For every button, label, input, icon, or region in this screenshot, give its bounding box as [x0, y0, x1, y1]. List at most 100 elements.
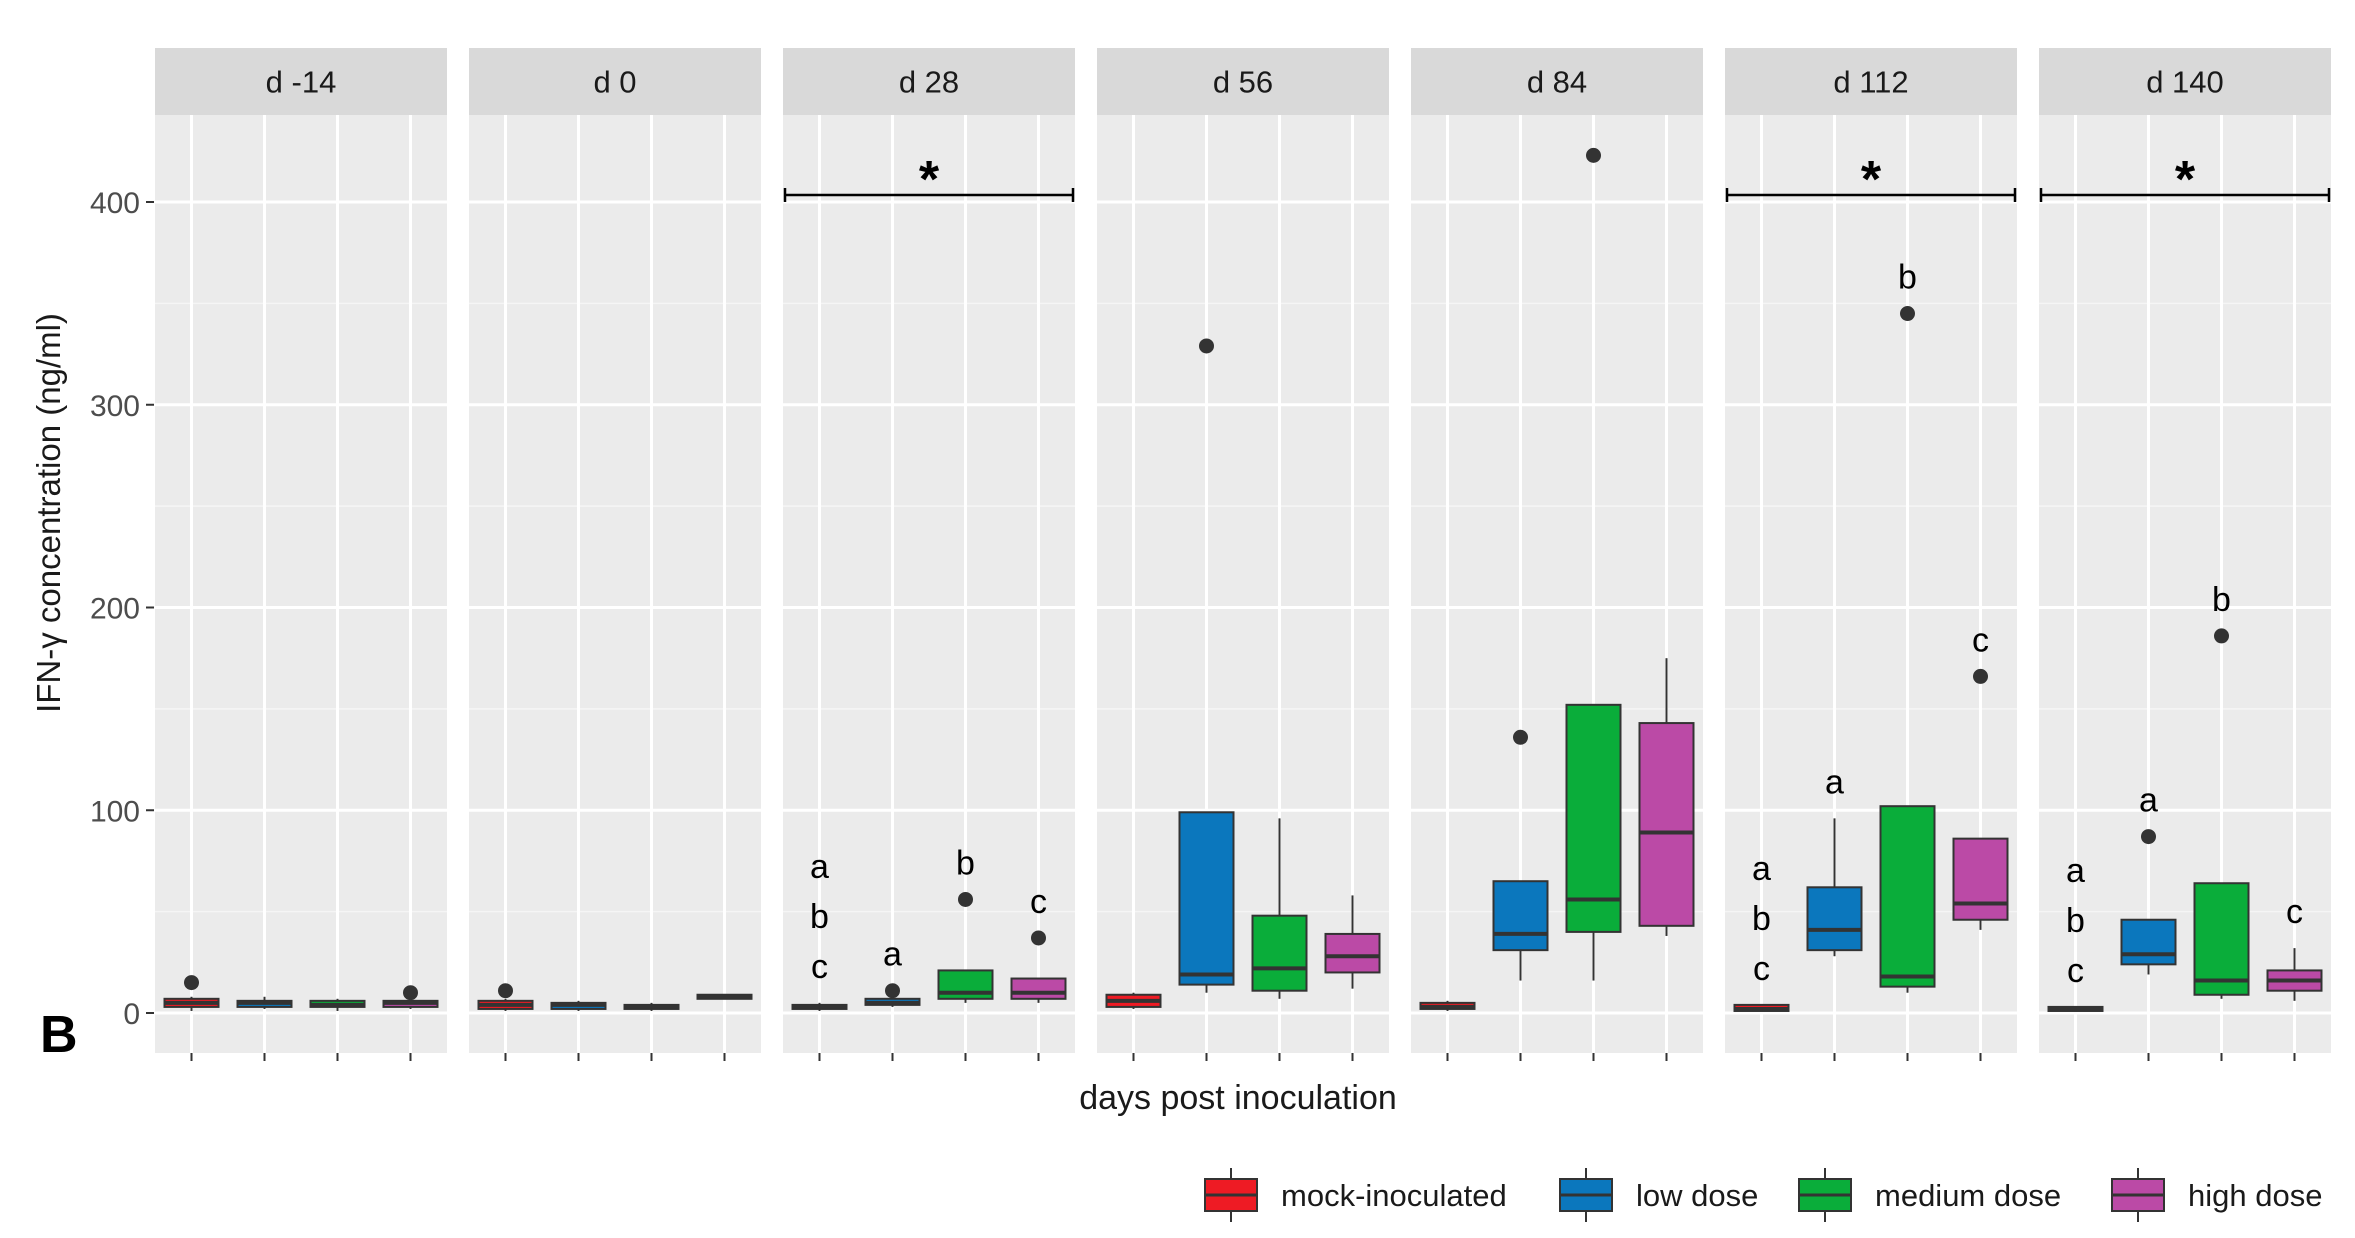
- box-mock-inoculated: [1419, 1000, 1476, 1011]
- outlier-point: [2214, 628, 2229, 644]
- box-medium-dose: [1565, 147, 1622, 981]
- legend: mock-inoculated low dose medium dose high d…: [1204, 1168, 2322, 1222]
- box-high-dose: [696, 993, 753, 1000]
- legend-label: mock-inoculated: [1281, 1178, 1507, 1213]
- facet-strip: [155, 48, 447, 115]
- box-body: [1010, 977, 1067, 1000]
- y-tick-label: 200: [90, 593, 140, 626]
- box-medium-dose: [623, 1002, 680, 1011]
- outlier-point: [403, 985, 418, 1001]
- outlier-point: [958, 891, 973, 907]
- facet-strip: [1097, 48, 1389, 115]
- significance-star: *: [1861, 151, 1882, 209]
- facet-panel: d 0: [469, 48, 761, 1061]
- significance-letter: b: [2066, 902, 2085, 940]
- box-body: [1952, 837, 2009, 921]
- panel-background: [469, 115, 761, 1053]
- legend-label: low dose: [1636, 1178, 1758, 1213]
- box-low-dose: [1178, 338, 1235, 993]
- box-medium-dose: [1879, 306, 1936, 993]
- box-medium-dose: [309, 998, 366, 1011]
- significance-letter: b: [1752, 900, 1771, 938]
- facet-panel: d -14: [155, 48, 447, 1061]
- facet-strip-label: d 84: [1527, 65, 1587, 100]
- box-body: [1806, 886, 1863, 952]
- facet-strip-label: d 140: [2146, 65, 2224, 100]
- box-medium-dose: [2193, 628, 2250, 999]
- box-high-dose: [1638, 658, 1695, 936]
- facet-panel: d 56: [1097, 48, 1389, 1061]
- box-body: [1251, 914, 1308, 992]
- panel-background: [1097, 115, 1389, 1053]
- significance-letter: a: [2139, 782, 2158, 820]
- box-body: [1178, 811, 1235, 986]
- outlier-point: [1031, 930, 1046, 946]
- y-tick-label: 300: [90, 390, 140, 423]
- legend-label: medium dose: [1875, 1178, 2061, 1213]
- outlier-point: [184, 975, 199, 991]
- significance-letter: c: [1030, 883, 1047, 921]
- box-high-dose: [1010, 930, 1067, 1003]
- box-mock-inoculated: [2047, 1005, 2104, 1012]
- facet-strip: [1411, 48, 1703, 115]
- facet-strip: [469, 48, 761, 115]
- outlier-point: [498, 983, 513, 999]
- facet-strip: [783, 48, 1075, 115]
- facet-strip-label: d 28: [899, 65, 959, 100]
- box-high-dose: [382, 985, 439, 1009]
- legend-item: mock-inoculated: [1204, 1168, 1507, 1222]
- box-low-dose: [550, 1000, 607, 1011]
- legend-item: low dose: [1559, 1168, 1758, 1222]
- box-mock-inoculated: [477, 983, 534, 1011]
- significance-letter: a: [810, 848, 829, 886]
- legend-item: medium dose: [1798, 1168, 2061, 1222]
- box-mock-inoculated: [1105, 992, 1162, 1009]
- box-mock-inoculated: [163, 975, 220, 1011]
- box-low-dose: [2120, 829, 2177, 975]
- box-high-dose: [1952, 668, 2009, 930]
- outlier-point: [1973, 668, 1988, 684]
- box-low-dose: [1806, 818, 1863, 957]
- legend-label: high dose: [2188, 1178, 2322, 1213]
- significance-letter: b: [810, 898, 829, 936]
- box-body: [1324, 932, 1381, 974]
- significance-letter: b: [1898, 259, 1917, 297]
- significance-letter: a: [1825, 763, 1844, 801]
- box-high-dose: [1324, 895, 1381, 989]
- facet-strip: [1725, 48, 2017, 115]
- box-body: [1565, 703, 1622, 933]
- panel-background: [2039, 115, 2331, 1053]
- box-medium-dose: [1251, 818, 1308, 999]
- box-body: [1638, 722, 1695, 927]
- legend-item: high dose: [2111, 1168, 2322, 1222]
- x-axis-title: days post inoculation: [1079, 1079, 1397, 1117]
- facet-strip: [2039, 48, 2331, 115]
- outlier-point: [1586, 147, 1601, 163]
- significance-star: *: [919, 151, 940, 209]
- box-body: [1492, 880, 1549, 952]
- y-tick-label: 100: [90, 795, 140, 828]
- box-body: [2120, 918, 2177, 966]
- box-mock-inoculated: [791, 1002, 848, 1011]
- outlier-point: [885, 983, 900, 999]
- significance-letter: c: [2286, 893, 2303, 931]
- outlier-point: [1199, 338, 1214, 354]
- facet-strip-label: d -14: [266, 65, 337, 100]
- outlier-point: [1513, 729, 1528, 745]
- box-high-dose: [2266, 948, 2323, 1001]
- significance-letter: c: [2067, 952, 2084, 990]
- facet-strip-label: d 112: [1833, 65, 1908, 100]
- outlier-point: [2141, 829, 2156, 845]
- significance-letter: b: [956, 844, 975, 882]
- box-low-dose: [236, 996, 293, 1009]
- box-low-dose: [1492, 729, 1549, 981]
- panel-label: B: [40, 1006, 78, 1064]
- facet-strip-label: d 56: [1213, 65, 1273, 100]
- significance-letter: c: [811, 948, 828, 986]
